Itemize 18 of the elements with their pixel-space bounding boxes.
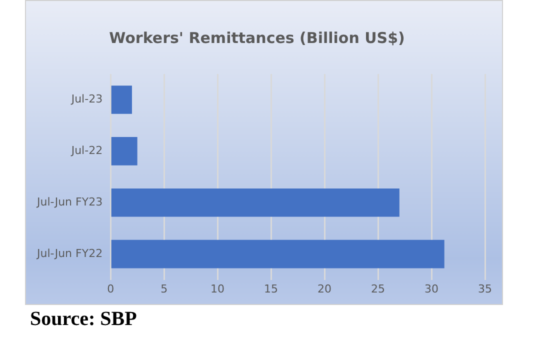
y-tick-label: Jul-23 [70,92,103,106]
y-tick-label: Jul-22 [70,144,103,158]
chart-title: Workers' Remittances (Billion US$) [109,28,405,47]
bar [111,240,444,268]
y-tick-label: Jul-Jun FY22 [36,246,103,260]
source-note: Source: SBP [30,308,137,331]
bar [111,137,138,166]
x-tick-label: 5 [160,282,168,296]
x-tick-label: 25 [371,282,386,296]
x-tick-label: 35 [478,282,492,296]
x-tick-label: 15 [264,282,278,296]
x-tick-label: 0 [107,282,114,296]
x-tick-label: 20 [318,282,332,296]
bar [111,188,400,217]
y-tick-label: Jul-Jun FY23 [36,195,103,208]
bar [111,86,132,114]
x-tick-label: 10 [210,282,225,296]
x-tick-label: 30 [424,282,439,296]
